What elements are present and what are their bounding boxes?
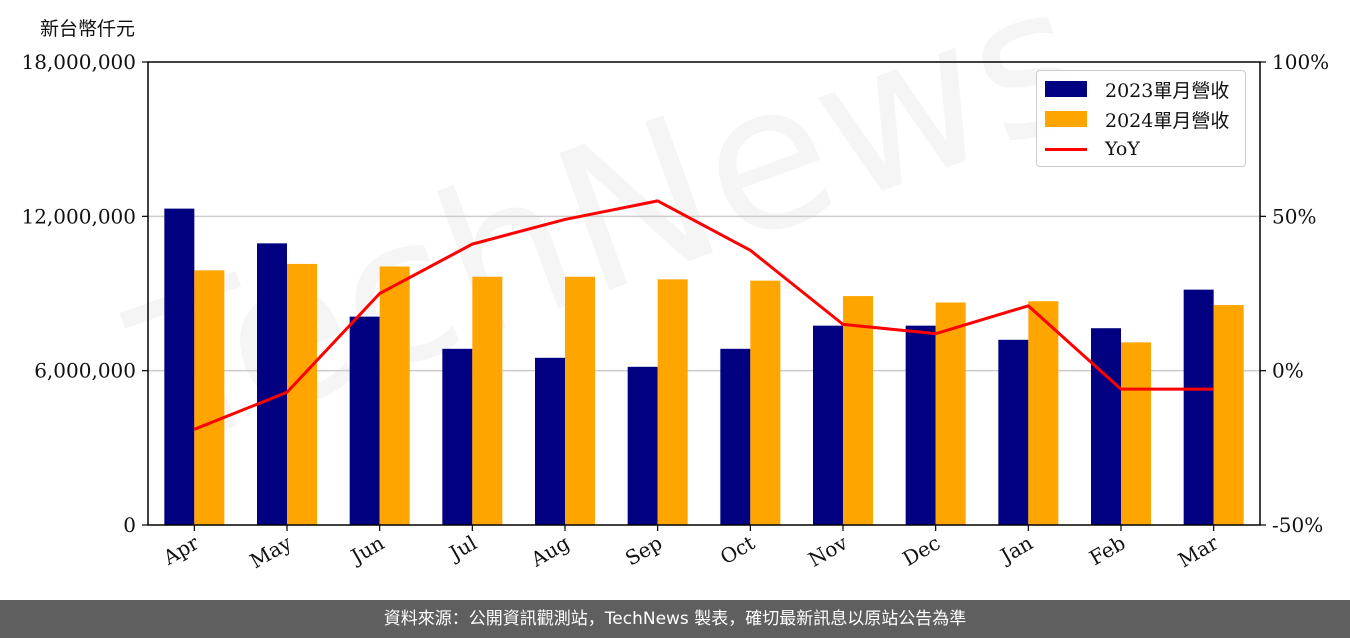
bar-2023-jan (998, 339, 1029, 525)
bar-2023-nov (813, 325, 843, 525)
y2-tick-label: -50% (1272, 513, 1323, 537)
bar-2024-dec (935, 302, 966, 525)
bar-2024-jul (472, 276, 503, 525)
bar-2023-oct (720, 348, 751, 525)
plot-frame (147, 61, 1261, 526)
chart-area: TechNews 0 6,000,000 12,000,000 18,000,000-… (21, 0, 1329, 573)
bar-2023-dec (905, 325, 936, 525)
yoy-line-layer (193, 199, 1214, 431)
bar-2024-feb (1121, 342, 1151, 525)
bar-2024-jun (379, 266, 410, 525)
y2-tick-label: 0% (1272, 359, 1304, 383)
bar-2024-may (287, 263, 317, 525)
x-tick-label-feb: Feb (1085, 531, 1129, 570)
bar-2023-jul (442, 348, 473, 525)
bar-2023-sep (627, 366, 658, 525)
bar-2023-may (257, 243, 287, 525)
axes (147, 61, 1261, 526)
x-tick-label-jun: Jun (345, 530, 388, 569)
legend-item-2024: 2024單月營收 (1045, 107, 1230, 132)
legend-label-2024: 2024單月營收 (1105, 109, 1230, 132)
legend: 2023單月營收 2024單月營收 YoY (1036, 70, 1246, 167)
bar-2023-apr (164, 208, 195, 525)
x-tick-label-nov: Nov (804, 530, 852, 572)
bar-2024-nov (843, 296, 873, 525)
bar-2023-feb (1091, 328, 1121, 525)
legend-line-yoy (1045, 147, 1087, 151)
x-tick-label-may: May (246, 530, 296, 573)
bar-2024-jan (1028, 301, 1059, 525)
bar-2023-jun (349, 316, 380, 525)
grid-lines (148, 215, 1260, 372)
x-tick-label-aug: Aug (526, 530, 574, 571)
revenue-chart: TechNews 06,000,00012,000,00018,000,000-… (21, 0, 1329, 573)
legend-label-yoy: YoY (1105, 138, 1140, 160)
legend-label-2023: 2023單月營收 (1105, 79, 1230, 102)
bars (164, 208, 1244, 525)
x-tick-label-jan: Jan (995, 530, 1037, 568)
x-tick-label-dec: Dec (898, 531, 944, 571)
bar-2024-oct (750, 280, 781, 525)
yoy-line (193, 199, 1214, 431)
y2-tick-label: 50% (1272, 204, 1316, 228)
bar-2024-aug (565, 276, 595, 525)
bar-2023-mar (1183, 289, 1214, 525)
bar-2024-sep (657, 279, 688, 525)
y-tick-label: 6,000,000 (34, 359, 136, 383)
bar-2023-aug (535, 357, 565, 525)
x-tick-label-sep: Sep (621, 531, 666, 571)
y-tick-label: 12,000,000 (21, 204, 136, 228)
legend-item-yoy: YoY (1045, 137, 1140, 161)
legend-item-2023: 2023單月營收 (1045, 77, 1230, 102)
x-tick-label-oct: Oct (716, 531, 759, 570)
legend-swatch-2024 (1045, 111, 1087, 127)
x-tick-label-mar: Mar (1174, 530, 1223, 572)
y-tick-label: 0 (123, 513, 136, 537)
y-axis-unit-label: 新台幣仟元 (40, 18, 136, 40)
x-tick-label-jul: Jul (443, 531, 480, 566)
source-footer: 資料來源：公開資訊觀測站，TechNews 製表，確切最新訊息以原站公告為準 (0, 600, 1350, 638)
x-tick-label-apr: Apr (158, 530, 203, 570)
bar-2024-apr (194, 270, 225, 525)
legend-swatch-2023 (1045, 81, 1087, 97)
y2-tick-label: 100% (1272, 50, 1329, 74)
bar-2024-mar (1213, 305, 1244, 525)
y-tick-label: 18,000,000 (21, 50, 136, 74)
